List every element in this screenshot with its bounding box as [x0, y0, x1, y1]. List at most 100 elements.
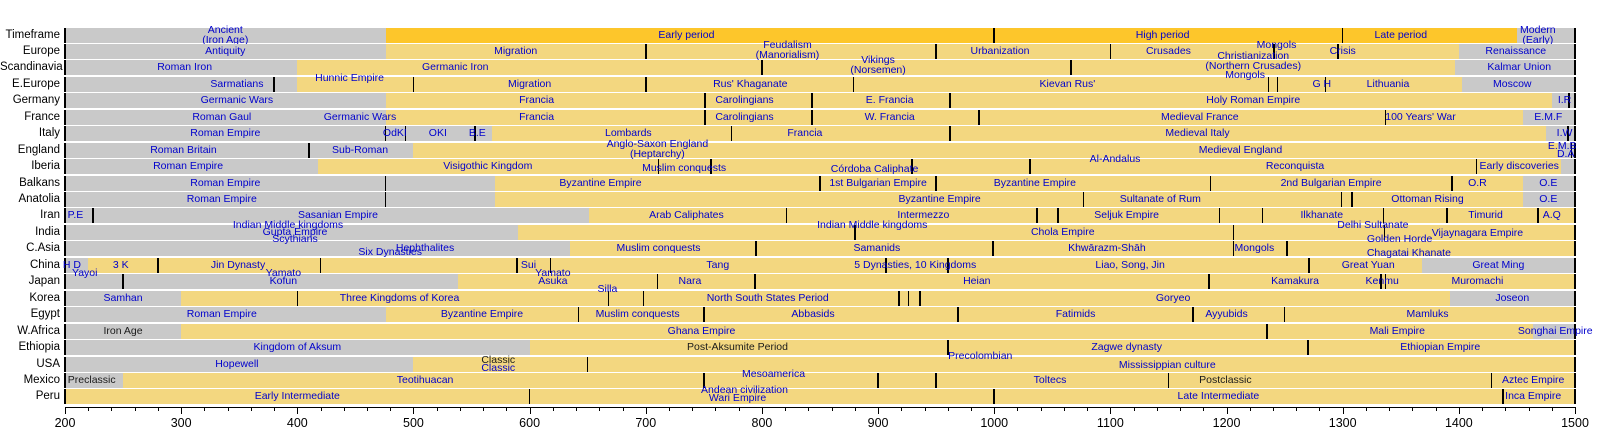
era-label[interactable]: Byzantine Empire — [993, 176, 1077, 189]
era-label[interactable]: Three Kingdoms of Korea — [339, 291, 460, 304]
era-label[interactable]: Asuka — [538, 275, 568, 288]
era-label[interactable]: Inca Empire — [1505, 390, 1562, 403]
era-label[interactable]: O.E — [1539, 176, 1558, 189]
era-label[interactable]: Al-Andalus — [1089, 153, 1141, 166]
era-label[interactable]: Silla — [597, 282, 618, 295]
era-label[interactable]: Lithuania — [1366, 77, 1410, 90]
era-label[interactable]: Joseon — [1495, 291, 1530, 304]
era-label[interactable]: Carolingians — [715, 110, 774, 123]
era-label[interactable]: Roman Iron — [157, 61, 213, 74]
era-label[interactable]: Early period — [658, 28, 715, 41]
era-label[interactable]: Mamluks — [1406, 308, 1449, 321]
era-label[interactable]: 3 K — [112, 258, 129, 271]
era-label[interactable]: Urbanization — [970, 44, 1030, 57]
era-label[interactable]: Great Ming — [1472, 258, 1525, 271]
era-label[interactable]: Indian Middle kingdoms — [232, 218, 344, 231]
era-label[interactable]: Migration — [494, 44, 538, 57]
era-label[interactable]: Francia — [519, 94, 555, 107]
era-label[interactable]: Ethiopian Empire — [1400, 341, 1481, 354]
era-label[interactable]: Medieval England — [1198, 143, 1283, 156]
era-label[interactable]: H D — [62, 258, 82, 271]
era-label[interactable]: Goryeo — [1155, 291, 1191, 304]
era-label[interactable]: Renaissance — [1485, 44, 1547, 57]
era-label[interactable]: (Iron Age) — [202, 33, 249, 46]
era-label[interactable]: Kingdom of Aksum — [253, 341, 342, 354]
era-label[interactable]: Kievan Rus' — [1039, 77, 1096, 90]
era-label[interactable]: Francia — [787, 127, 823, 140]
era-label[interactable]: Teotihuacan — [396, 373, 454, 386]
era-label[interactable]: E.M.F — [1534, 110, 1563, 123]
era-label[interactable]: Yayoi — [71, 267, 98, 280]
era-label[interactable]: Hopewell — [215, 357, 259, 370]
era-label[interactable]: Jin Dynasty — [210, 258, 266, 271]
era-label[interactable]: Roman Empire — [190, 176, 261, 189]
era-label[interactable]: Great Yuan — [1341, 258, 1395, 271]
era-label[interactable]: Kalmar Union — [1487, 61, 1552, 74]
era-label[interactable]: Muslim conquests — [642, 162, 727, 175]
era-label[interactable]: Reconquista — [1265, 160, 1325, 173]
era-label[interactable]: (Manorialism) — [755, 48, 820, 61]
era-label[interactable]: Yamato — [265, 267, 302, 280]
era-label[interactable]: Sasanian Empire — [297, 209, 378, 222]
era-label[interactable]: A.Q — [1542, 209, 1561, 222]
era-label[interactable]: Samanids — [853, 242, 901, 255]
era-label[interactable]: Sarmatians — [210, 77, 264, 90]
era-label[interactable]: Roman Empire — [186, 308, 257, 321]
era-label[interactable]: North South States Period — [706, 291, 829, 304]
era-label[interactable]: Crusades — [1145, 44, 1191, 57]
era-label[interactable]: O.R — [1468, 176, 1487, 189]
era-label[interactable]: Carolingians — [715, 94, 774, 107]
era-label[interactable]: Moscow — [1493, 77, 1532, 90]
era-label[interactable]: B.E — [468, 127, 486, 140]
era-label[interactable]: Germanic Iron — [422, 61, 489, 74]
era-label[interactable]: Heian — [963, 275, 991, 288]
era-label[interactable]: Aztec Empire — [1501, 373, 1565, 386]
era-label[interactable]: Antiquity — [205, 44, 246, 57]
era-label[interactable]: Mongols — [1225, 68, 1265, 81]
era-label[interactable]: Medieval Italy — [1165, 127, 1230, 140]
era-label[interactable]: Kamakura — [1271, 275, 1319, 288]
era-label[interactable]: Ancient — [207, 23, 243, 36]
era-label[interactable]: P.E — [67, 209, 84, 222]
era-label[interactable]: Ottoman Rising — [1391, 193, 1464, 205]
era-label[interactable]: Timurid — [1468, 209, 1503, 222]
era-label[interactable]: Late Intermediate — [1177, 390, 1260, 403]
era-label[interactable]: Ilkhanate — [1300, 209, 1344, 222]
era-label[interactable]: O.E — [1539, 193, 1558, 205]
era-label[interactable]: Sui — [520, 258, 537, 271]
era-label[interactable]: Mesoamerica — [742, 367, 806, 380]
era-label[interactable]: Medieval France — [1161, 110, 1239, 123]
era-label[interactable]: High period — [1135, 28, 1190, 41]
era-label[interactable]: Modern — [1520, 23, 1556, 36]
era-label[interactable]: Feudalism — [763, 38, 812, 51]
era-label[interactable]: Songhai Empire — [1517, 324, 1593, 337]
era-label[interactable]: D.A — [1556, 147, 1575, 160]
era-label[interactable]: Kofun — [269, 275, 298, 288]
era-label[interactable]: Hephthalites — [395, 242, 455, 255]
era-label[interactable]: E. Francia — [865, 94, 914, 107]
era-label[interactable]: Classic — [481, 361, 516, 374]
era-label[interactable]: Yamato — [535, 267, 571, 280]
era-label[interactable]: Byzantine Empire — [559, 176, 642, 189]
era-label[interactable]: Arab Caliphates — [649, 209, 724, 222]
era-label[interactable]: Fatimids — [1055, 308, 1096, 321]
era-label[interactable]: Mongols — [1234, 242, 1275, 255]
era-label[interactable]: Visigothic Kingdom — [443, 160, 533, 173]
era-label[interactable]: Mississippian culture — [1118, 358, 1216, 371]
era-label[interactable]: Abbasids — [791, 308, 835, 321]
era-label[interactable]: Muslim conquests — [616, 242, 701, 255]
era-label[interactable]: I.W — [1556, 127, 1573, 140]
era-label[interactable]: Germanic Wars — [323, 110, 397, 123]
era-label[interactable]: Vikings — [861, 54, 895, 67]
era-label[interactable]: Holy Roman Empire — [1206, 94, 1301, 107]
era-label[interactable]: Delhi Sultanate — [1337, 218, 1409, 231]
era-label[interactable]: Early discoveries — [1479, 160, 1559, 173]
era-label[interactable]: Roman Gaul — [192, 110, 252, 123]
era-label[interactable]: I.R — [1557, 94, 1572, 107]
era-label[interactable]: Khwārazm-Shāh — [1068, 242, 1146, 255]
era-label[interactable]: (Heptarchy) — [629, 147, 685, 160]
era-label[interactable]: Nara — [678, 275, 702, 288]
era-label[interactable]: Roman Empire — [153, 160, 224, 173]
era-label[interactable]: Mali Empire — [1369, 324, 1425, 337]
era-label[interactable]: Liao, Song, Jin — [1095, 258, 1165, 271]
